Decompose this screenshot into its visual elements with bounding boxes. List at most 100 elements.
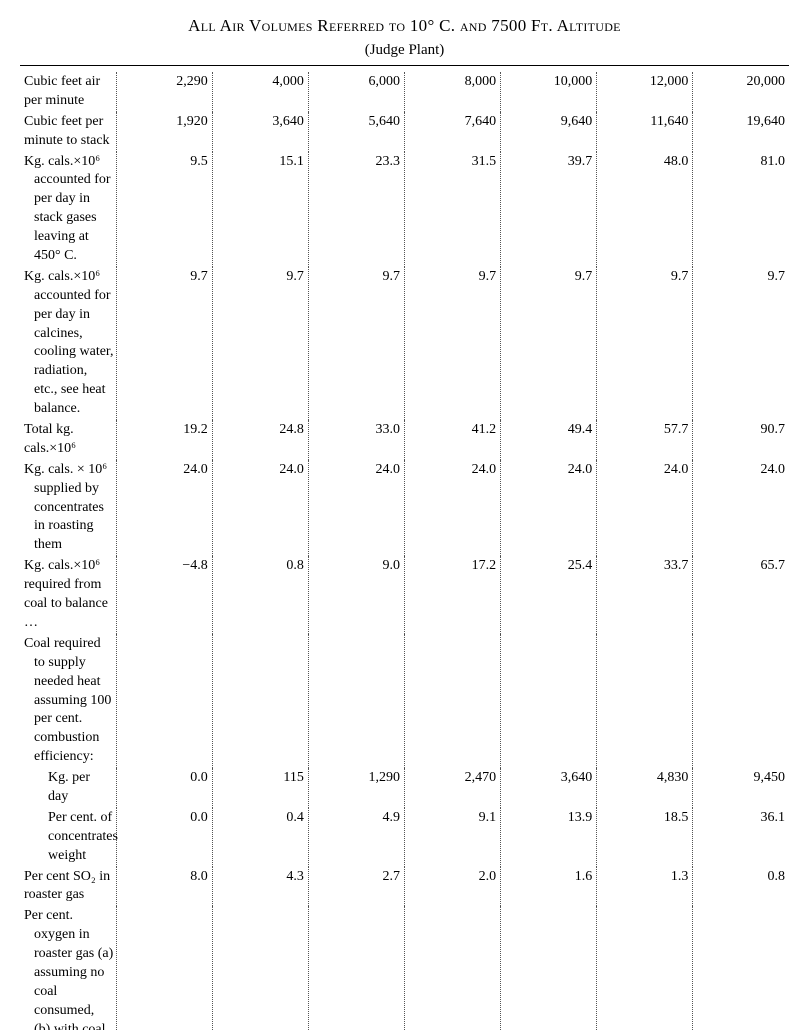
table-row: Kg. cals. × 10⁶ supplied by concentrates… (20, 460, 789, 556)
cell-value: 17.2 (405, 556, 501, 634)
row-label: Per cent SO₂ in roaster gas. . . . . . .… (20, 867, 116, 907)
cell-value (308, 634, 404, 768)
cell-value: 9.0 (308, 556, 404, 634)
cell-value: 3,640 (212, 112, 308, 152)
row-label-text: Cubic feet per minute to stack (24, 113, 114, 151)
cell-value: 81.0 (693, 152, 789, 267)
row-label: Per cent. of concentrates weight. . . . … (20, 808, 116, 867)
cell-value: 9.7 (405, 267, 501, 420)
cell-value: 19.2 (116, 420, 212, 460)
cell-value: 15.1 (212, 152, 308, 267)
cell-value (405, 634, 501, 768)
table-row: Cubic feet air per minute. . . . . . . .… (20, 72, 789, 112)
cell-value: 2.0 (405, 867, 501, 907)
cell-value (116, 634, 212, 768)
cell-value: 0.8 (693, 867, 789, 907)
cell-value (212, 906, 308, 1030)
cell-value: 20,000 (693, 72, 789, 112)
cell-value: 9.5 (116, 152, 212, 267)
cell-value: 8,000 (405, 72, 501, 112)
cell-value (597, 906, 693, 1030)
row-label: Kg. cals.×10⁶ accounted for per day in s… (20, 152, 116, 267)
cell-value: 9.7 (212, 267, 308, 420)
cell-value: 12,000 (597, 72, 693, 112)
cell-value: 4.9 (308, 808, 404, 867)
cell-value: 6,000 (308, 72, 404, 112)
cell-value: 1.3 (597, 867, 693, 907)
cell-value: 9.7 (308, 267, 404, 420)
cell-value: 11,640 (597, 112, 693, 152)
cell-value: 24.8 (212, 420, 308, 460)
cell-value: 24.0 (693, 460, 789, 556)
cell-value: 0.4 (212, 808, 308, 867)
row-label: Kg. cals.×10⁶ required from coal to bala… (20, 556, 116, 634)
cell-value: 0.8 (212, 556, 308, 634)
cell-value: 9.7 (116, 267, 212, 420)
cell-value: 19,640 (693, 112, 789, 152)
page-subtitle: (Judge Plant) (20, 42, 789, 59)
row-label-text: Total kg. cals.×10⁶ (24, 421, 114, 459)
cell-value: 24.0 (501, 460, 597, 556)
row-label: Kg. cals.×10⁶ accounted for per day in c… (20, 267, 116, 420)
cell-value: 39.7 (501, 152, 597, 267)
cell-value: 49.4 (501, 420, 597, 460)
row-label-text: Kg. cals.×10⁶ accounted for per day in c… (24, 268, 114, 419)
table-row: Kg. cals.×10⁶ required from coal to bala… (20, 556, 789, 634)
row-label: Cubic feet air per minute. . . . . . . .… (20, 72, 116, 112)
cell-value: 2.7 (308, 867, 404, 907)
cell-value (501, 906, 597, 1030)
table-row: Kg. cals.×10⁶ accounted for per day in c… (20, 267, 789, 420)
row-label-text: Kg. per day (34, 769, 114, 807)
cell-value: 3,640 (501, 768, 597, 808)
cell-value: 57.7 (597, 420, 693, 460)
table-row: Total kg. cals.×10⁶. . . . . . . . . . .… (20, 420, 789, 460)
cell-value: 65.7 (693, 556, 789, 634)
cell-value: 9.1 (405, 808, 501, 867)
cell-value: 8.0 (116, 867, 212, 907)
cell-value: 9.7 (501, 267, 597, 420)
cell-value: 9.7 (693, 267, 789, 420)
cell-value (597, 634, 693, 768)
row-label: Cubic feet per minute to stack. . . . . … (20, 112, 116, 152)
row-label-text: Per cent. of concentrates weight (34, 809, 118, 866)
cell-value: 2,470 (405, 768, 501, 808)
cell-value: 24.0 (212, 460, 308, 556)
cell-value (693, 634, 789, 768)
cell-value: 9,450 (693, 768, 789, 808)
cell-value: 24.0 (597, 460, 693, 556)
row-label-text: Per cent. oxygen in roaster gas (a) assu… (24, 907, 114, 1030)
row-label-text: Coal required to supply needed heat assu… (24, 635, 114, 767)
cell-value: 7,640 (405, 112, 501, 152)
cell-value: 4,830 (597, 768, 693, 808)
row-label: Kg. cals. × 10⁶ supplied by concentrates… (20, 460, 116, 556)
cell-value: 0.0 (116, 768, 212, 808)
cell-value (501, 634, 597, 768)
cell-value: 9,640 (501, 112, 597, 152)
cell-value: 33.0 (308, 420, 404, 460)
cell-value (212, 634, 308, 768)
cell-value: 1,290 (308, 768, 404, 808)
row-label-text: Cubic feet air per minute (24, 73, 114, 111)
table-row: Cubic feet per minute to stack. . . . . … (20, 112, 789, 152)
cell-value: −4.8 (116, 556, 212, 634)
cell-value: 33.7 (597, 556, 693, 634)
row-label: Total kg. cals.×10⁶. . . . . . . . . . .… (20, 420, 116, 460)
cell-value (405, 906, 501, 1030)
row-label-text: Kg. cals.×10⁶ required from coal to bala… (24, 557, 114, 633)
cell-value: 48.0 (597, 152, 693, 267)
cell-value: 18.5 (597, 808, 693, 867)
cell-value: 25.4 (501, 556, 597, 634)
cell-value: 90.7 (693, 420, 789, 460)
cell-value: 24.0 (405, 460, 501, 556)
cell-value (308, 906, 404, 1030)
cell-value: 4.3 (212, 867, 308, 907)
cell-value: 24.0 (308, 460, 404, 556)
row-label-text: Per cent SO₂ in roaster gas (24, 868, 114, 906)
row-label-text: Kg. cals. × 10⁶ supplied by concentrates… (24, 461, 114, 555)
table-row: Per cent SO₂ in roaster gas. . . . . . .… (20, 867, 789, 907)
cell-value: 1.6 (501, 867, 597, 907)
table-row: Per cent. oxygen in roaster gas (a) assu… (20, 906, 789, 1030)
cell-value: 36.1 (693, 808, 789, 867)
cell-value: 41.2 (405, 420, 501, 460)
cell-value: 24.0 (116, 460, 212, 556)
